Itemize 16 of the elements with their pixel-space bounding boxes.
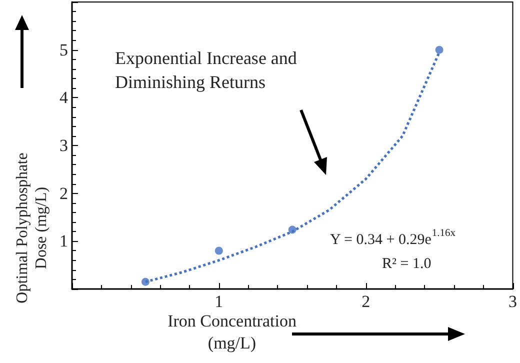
point [141, 278, 150, 286]
y-tick-label: 4 [60, 88, 68, 108]
x-tick-label: 2 [362, 292, 370, 311]
y-tick-label: 2 [60, 184, 68, 203]
x-tick-label: 1 [214, 292, 224, 311]
point [288, 226, 296, 234]
x-axis-title: Iron Concentration (mg/L) [168, 312, 297, 352]
point [435, 46, 444, 54]
y-tick-label: 5 [60, 40, 68, 60]
annotation: R² = 1.0 [382, 256, 432, 272]
x-tick-label: 3 [508, 292, 517, 311]
y-tick-label: 1 [60, 232, 68, 251]
point [214, 246, 223, 255]
annotation: Exponential Increase and Diminishing Returns [115, 48, 297, 92]
y-tick-label: 3 [60, 136, 68, 155]
y-axis-title: Optimal Polyphosphate Dose (mg/L) [14, 152, 50, 304]
